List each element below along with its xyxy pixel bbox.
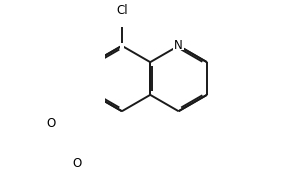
Text: Cl: Cl — [116, 4, 128, 17]
Bar — [42, 120, 50, 126]
Bar — [120, 43, 124, 48]
Text: N: N — [174, 39, 183, 52]
Bar — [74, 154, 81, 160]
Bar — [115, 12, 129, 19]
Text: O: O — [73, 157, 82, 170]
Bar — [173, 42, 184, 50]
Text: O: O — [47, 117, 56, 130]
